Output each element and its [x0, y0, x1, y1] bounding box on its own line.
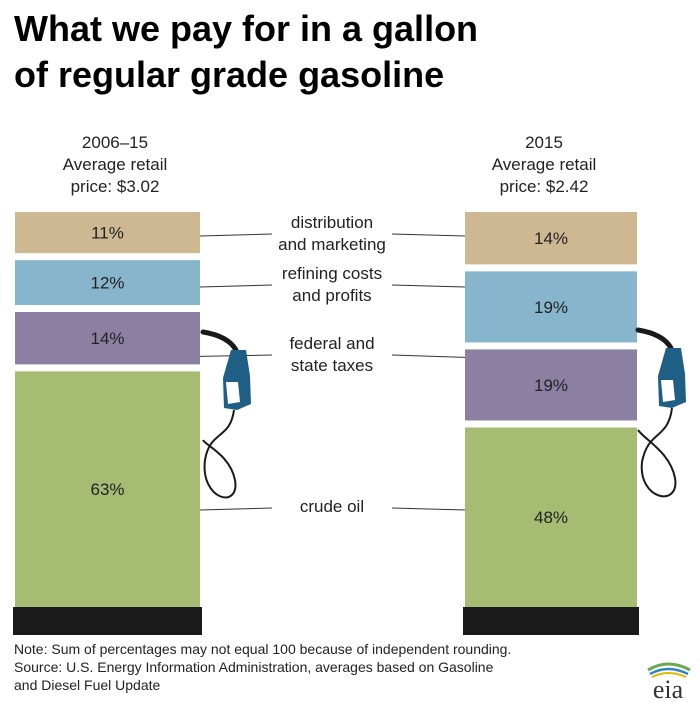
chart-title: What we pay for in a gallon of regular g…: [14, 6, 694, 98]
leader-line: [391, 284, 466, 288]
data-label: 19%: [534, 298, 568, 317]
bar-header-line: Average retail: [491, 155, 597, 174]
bar-header-line: Average retail: [62, 155, 168, 174]
source-line: Source: U.S. Energy Information Administ…: [14, 659, 494, 675]
category-label: and marketing: [278, 235, 386, 254]
stacked-bar-chart: 11% 12% 14% 63% 14% 19% 19% 48% distribution and…: [13, 212, 686, 635]
category-labels: distribution and marketing refining costs a…: [278, 213, 386, 516]
data-label: 63%: [90, 480, 124, 499]
eia-logo: eia: [647, 662, 691, 702]
bar-header-line: 2006–15: [81, 133, 149, 152]
chart-notes: Note: Sum of percentages may not equal 1…: [14, 640, 634, 694]
category-label: federal and: [289, 334, 374, 353]
bar-base: [13, 607, 202, 635]
bars-layer: 11% 12% 14% 63% 14% 19% 19% 48%: [13, 212, 639, 635]
logo-text: eia: [653, 675, 684, 702]
bar-base: [463, 607, 639, 635]
source-line: and Diesel Fuel Update: [14, 677, 161, 693]
category-label: refining costs: [282, 264, 382, 283]
data-label: 48%: [534, 508, 568, 527]
bar-header-line: price: $2.42: [499, 177, 589, 196]
bar-header-2006-15: 2006–15 Average retail price: $3.02: [15, 132, 215, 198]
note-line: Note: Sum of percentages may not equal 1…: [14, 641, 512, 657]
bar-segment: [465, 212, 637, 265]
category-label: and profits: [292, 286, 371, 305]
category-label: crude oil: [300, 497, 364, 516]
bar-header-2015: 2015 Average retail price: $2.42: [444, 132, 644, 198]
data-label: 12%: [90, 274, 124, 293]
bar-segment: [15, 212, 200, 254]
bar-segment: [15, 371, 200, 607]
bar-segment: [15, 260, 200, 306]
bar-segment: [15, 312, 200, 365]
bar-header-line: price: $3.02: [70, 177, 160, 196]
leader-line: [199, 284, 273, 288]
category-label: distribution: [291, 213, 373, 232]
leader-line: [199, 507, 273, 511]
data-label: 14%: [90, 329, 124, 348]
pump-nozzle-icon: [200, 329, 251, 499]
bar-segment: [465, 427, 637, 607]
bar-header-line: 2015: [525, 133, 563, 152]
category-label: state taxes: [291, 356, 373, 375]
leader-line: [391, 354, 466, 358]
data-label: 14%: [534, 229, 568, 248]
bar-segment: [465, 271, 637, 343]
data-label: 11%: [91, 224, 124, 243]
pump-nozzle-icon: [635, 327, 686, 498]
leader-line: [391, 507, 466, 511]
leader-line: [391, 233, 466, 237]
title-line-1: What we pay for in a gallon: [14, 8, 479, 49]
bar-segment: [465, 349, 637, 421]
leader-line: [199, 233, 273, 237]
title-line-2: of regular grade gasoline: [14, 54, 445, 95]
data-label: 19%: [534, 376, 568, 395]
